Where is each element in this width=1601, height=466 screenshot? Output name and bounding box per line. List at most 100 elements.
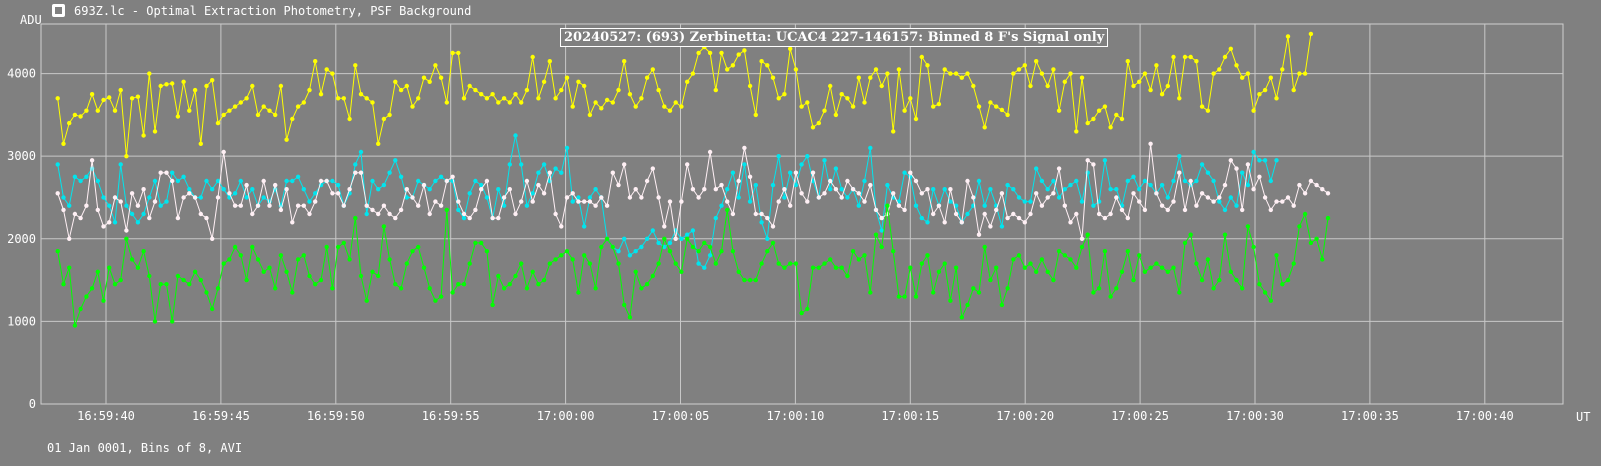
data-point bbox=[1125, 59, 1131, 64]
data-point bbox=[307, 273, 312, 279]
data-point bbox=[1096, 211, 1102, 217]
data-point bbox=[250, 244, 255, 250]
data-point bbox=[553, 257, 558, 262]
data-point bbox=[1228, 46, 1234, 51]
data-point bbox=[330, 71, 335, 76]
data-point bbox=[1154, 191, 1159, 196]
data-point bbox=[370, 100, 375, 105]
data-point bbox=[707, 253, 713, 258]
data-point bbox=[250, 211, 255, 217]
data-point bbox=[129, 96, 135, 101]
data-point bbox=[135, 220, 141, 225]
data-point bbox=[1085, 120, 1090, 126]
data-point bbox=[965, 211, 970, 217]
data-point bbox=[1137, 187, 1142, 192]
data-point bbox=[1085, 158, 1090, 163]
data-point bbox=[753, 182, 758, 188]
data-point bbox=[1034, 191, 1039, 196]
data-point bbox=[639, 96, 644, 101]
data-point bbox=[879, 228, 884, 233]
data-point bbox=[1159, 265, 1165, 270]
data-point bbox=[570, 199, 575, 204]
data-point bbox=[404, 187, 409, 192]
data-point bbox=[313, 191, 318, 196]
data-point bbox=[942, 67, 947, 72]
data-point bbox=[496, 100, 501, 105]
data-point bbox=[1165, 207, 1171, 213]
data-point bbox=[1165, 195, 1171, 200]
data-point bbox=[610, 170, 615, 175]
data-point bbox=[908, 170, 913, 175]
data-point bbox=[1068, 257, 1073, 262]
data-point bbox=[833, 187, 839, 192]
data-point bbox=[816, 195, 821, 200]
data-point bbox=[942, 187, 947, 192]
data-point bbox=[1062, 79, 1068, 85]
data-point bbox=[187, 191, 192, 196]
data-point bbox=[982, 203, 987, 208]
data-point bbox=[416, 96, 421, 101]
data-point bbox=[753, 112, 758, 118]
data-point bbox=[673, 261, 678, 266]
data-point bbox=[885, 71, 890, 76]
data-point bbox=[398, 174, 404, 179]
data-point bbox=[1302, 211, 1308, 217]
data-point bbox=[994, 265, 999, 270]
data-point bbox=[1285, 277, 1291, 283]
data-point bbox=[1211, 71, 1216, 76]
data-point bbox=[725, 67, 730, 72]
data-point bbox=[1234, 63, 1239, 68]
data-point bbox=[118, 199, 123, 204]
data-point bbox=[61, 282, 66, 287]
data-point bbox=[1125, 249, 1131, 254]
data-point bbox=[896, 294, 902, 299]
data-point bbox=[1096, 286, 1102, 291]
data-point bbox=[198, 195, 203, 200]
data-point bbox=[484, 195, 490, 200]
data-point bbox=[456, 207, 461, 213]
data-point bbox=[707, 50, 713, 56]
data-point bbox=[782, 92, 787, 97]
data-point bbox=[479, 187, 484, 192]
data-point bbox=[919, 215, 924, 221]
data-point bbox=[610, 100, 615, 105]
data-point bbox=[158, 83, 163, 89]
data-point bbox=[1217, 199, 1222, 204]
data-point bbox=[461, 96, 467, 101]
x-tick-label: 16:59:45 bbox=[192, 409, 250, 423]
data-point bbox=[913, 203, 919, 208]
data-point bbox=[1165, 83, 1171, 89]
data-point bbox=[215, 195, 221, 200]
data-point bbox=[307, 211, 312, 217]
data-point bbox=[799, 191, 804, 196]
data-point bbox=[1320, 257, 1325, 262]
data-point bbox=[141, 211, 146, 217]
data-point bbox=[330, 286, 335, 291]
data-point bbox=[622, 162, 627, 167]
data-point bbox=[147, 273, 152, 279]
data-point bbox=[1159, 182, 1165, 188]
data-point bbox=[685, 79, 690, 85]
data-point bbox=[805, 100, 810, 105]
data-point bbox=[627, 253, 633, 258]
data-point bbox=[1182, 207, 1188, 213]
data-point bbox=[1177, 96, 1182, 101]
data-point bbox=[1297, 71, 1302, 76]
data-point bbox=[381, 116, 387, 122]
data-point bbox=[313, 59, 318, 64]
data-point bbox=[147, 195, 152, 200]
data-point bbox=[719, 249, 724, 254]
data-point bbox=[891, 129, 896, 134]
data-point bbox=[1091, 162, 1096, 167]
data-point bbox=[1108, 211, 1113, 217]
data-point bbox=[976, 232, 982, 237]
data-point bbox=[501, 96, 507, 101]
data-point bbox=[656, 195, 661, 200]
data-point bbox=[107, 203, 112, 208]
data-point bbox=[839, 265, 844, 270]
data-point bbox=[524, 203, 530, 208]
data-point bbox=[376, 187, 381, 192]
data-point bbox=[1171, 54, 1176, 60]
data-point bbox=[662, 236, 667, 241]
